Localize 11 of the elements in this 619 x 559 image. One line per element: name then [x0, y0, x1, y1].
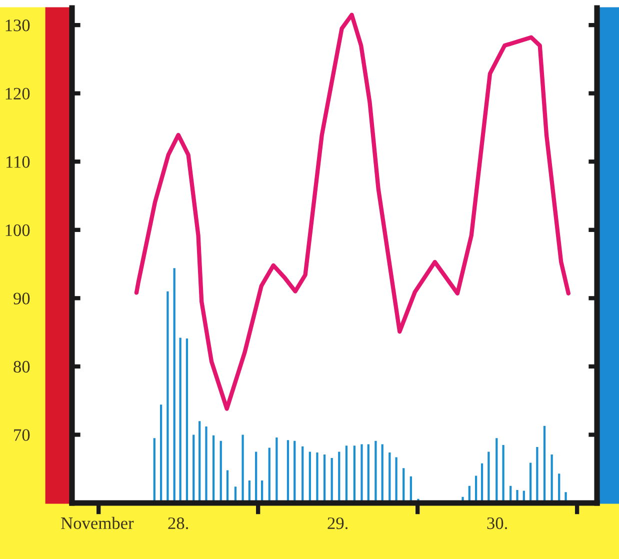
y-tick-label: 90 [14, 292, 30, 304]
x-tick-label: 28. [168, 517, 188, 530]
y-tick-label: 110 [6, 156, 30, 168]
y-tick-label: 80 [14, 360, 30, 373]
x-axis-title: November [61, 516, 134, 530]
y-tick-label: 100 [6, 224, 30, 236]
y-tick-label: 70 [14, 429, 30, 441]
x-tick-label: 29. [328, 517, 348, 530]
x-tick-label: 30. [487, 517, 508, 530]
y-tick-label: 130 [6, 20, 30, 32]
y-tick-label: 120 [6, 88, 30, 100]
